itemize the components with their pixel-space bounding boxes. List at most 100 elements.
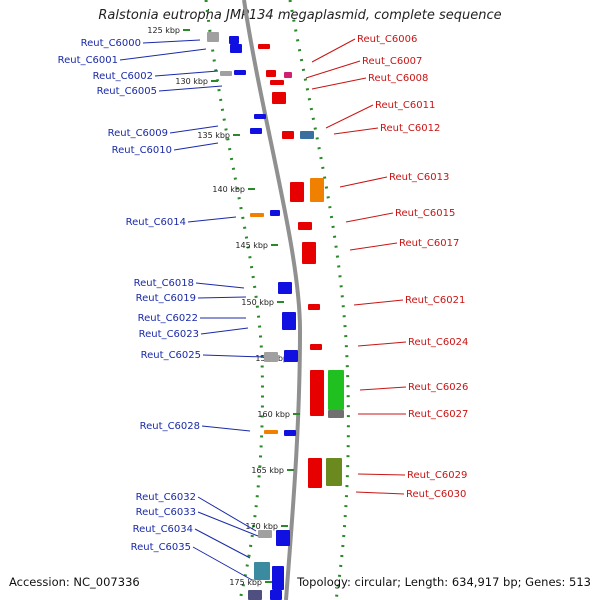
accession-text: Accession: NC_007336 [9, 575, 140, 589]
gene-label-left: Reut_C6033 [136, 507, 196, 518]
leader-line [200, 327, 249, 335]
kbp-tick-label: 170 kbp [245, 522, 278, 531]
leader-line [333, 127, 379, 135]
leader-line [197, 296, 247, 299]
gene-label-right: Reut_C6026 [408, 382, 468, 393]
gene-label-left: Reut_C6025 [141, 350, 201, 361]
feature-arrow [276, 530, 290, 546]
leader-line [197, 511, 259, 537]
gene-label-right: Reut_C6024 [408, 337, 468, 348]
leader-line [195, 282, 245, 289]
gene-label-left: Reut_C6023 [139, 329, 199, 340]
gene-label-left: Reut_C6010 [112, 145, 172, 156]
gene-label-right: Reut_C6013 [389, 172, 449, 183]
leader-line [142, 39, 201, 44]
feature-arrow [266, 70, 276, 77]
kbp-tick-label: 130 kbp [175, 77, 208, 86]
feature-arrow [258, 44, 270, 49]
gene-label-left: Reut_C6000 [81, 38, 141, 49]
gene-label-right: Reut_C6011 [375, 100, 435, 111]
kbp-tick-label: 165 kbp [251, 466, 284, 475]
leader-line [359, 386, 407, 391]
feature-block [264, 352, 278, 362]
leader-line [197, 496, 257, 532]
feature-block [328, 370, 344, 410]
feature-block [248, 590, 262, 600]
map-title: Ralstonia eutropha JMP134 megaplasmid, c… [98, 8, 502, 23]
leader-line [158, 85, 223, 92]
leader-line [353, 299, 404, 306]
feature-arrow [254, 114, 266, 119]
feature-block [258, 530, 272, 538]
kbp-tick-label: 140 kbp [212, 185, 245, 194]
leader-line [305, 60, 361, 79]
feature-arrow [272, 92, 286, 104]
gene-label-right: Reut_C6027 [408, 409, 468, 420]
kbp-tick-label: 145 kbp [235, 241, 268, 250]
feature-arrow [308, 304, 320, 310]
gene-label-left: Reut_C6034 [133, 524, 193, 535]
leader-line [325, 104, 374, 129]
leader-line [202, 354, 265, 358]
topology-summary: Topology: circular; Length: 634,917 bp; … [297, 575, 591, 589]
feature-arrow [278, 282, 292, 294]
gene-label-left: Reut_C6009 [108, 128, 168, 139]
leader-line [339, 176, 388, 188]
feature-arrow [284, 350, 298, 362]
gene-label-left: Reut_C6005 [97, 86, 157, 97]
feature-arrow [282, 312, 296, 330]
feature-arrow [290, 182, 304, 202]
label-leaders [119, 38, 407, 581]
gene-features [207, 32, 344, 600]
gene-label-right: Reut_C6017 [399, 238, 459, 249]
gene-label-left: Reut_C6014 [126, 217, 186, 228]
feature-block [220, 71, 232, 76]
feature-arrow [310, 344, 322, 350]
kbp-tick-label: 125 kbp [147, 26, 180, 35]
feature-arrow [270, 80, 284, 85]
gene-label-right: Reut_C6029 [407, 470, 467, 481]
leader-line [201, 425, 251, 432]
leader-line [194, 528, 251, 559]
gene-label-left: Reut_C6022 [138, 313, 198, 324]
leader-line [187, 216, 237, 223]
feature-arrow [270, 590, 282, 600]
gene-label-left: Reut_C6002 [93, 71, 153, 82]
feature-block [254, 562, 270, 580]
feature-arrow [282, 131, 294, 139]
leader-line [311, 38, 356, 63]
feature-arrow [250, 128, 262, 134]
kbp-tick-label: 150 kbp [241, 298, 274, 307]
feature-block [310, 178, 324, 202]
leader-line [311, 77, 367, 90]
gene-label-right: Reut_C6007 [362, 56, 422, 67]
leader-line [154, 70, 219, 77]
gene-label-right: Reut_C6006 [357, 34, 417, 45]
feature-arrow [229, 36, 239, 44]
feature-block [300, 131, 314, 139]
feature-block [328, 410, 344, 418]
leader-line [357, 473, 406, 476]
feature-arrow [302, 242, 316, 264]
feature-arrow [308, 458, 322, 488]
leader-line [345, 212, 394, 223]
kbp-tick-label: 160 kbp [257, 410, 290, 419]
feature-arrow [284, 430, 296, 436]
leader-line [169, 125, 219, 134]
feature-block [207, 32, 219, 42]
gene-label-right: Reut_C6008 [368, 73, 428, 84]
feature-arrow [230, 44, 242, 53]
feature-block [326, 458, 342, 486]
leader-line [119, 48, 207, 61]
feature-arrow [234, 70, 246, 75]
feature-arrow [298, 222, 312, 230]
gene-label-right: Reut_C6030 [406, 489, 466, 500]
feature-arrow [310, 370, 324, 416]
leader-line [357, 341, 407, 347]
gene-labels: Reut_C6000 Reut_C6001 Reut_C6002 Reut_C6005… [58, 34, 469, 553]
gene-label-right: Reut_C6015 [395, 208, 455, 219]
gene-label-right: Reut_C6012 [380, 123, 440, 134]
feature-block [264, 430, 278, 434]
